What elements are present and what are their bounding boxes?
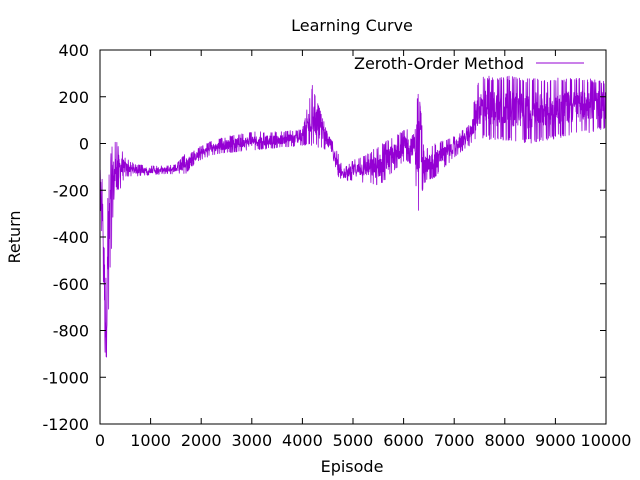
x-tick-label: 8000 (484, 431, 525, 450)
y-tick-label: -1200 (43, 415, 90, 434)
x-tick-label: 0 (95, 431, 105, 450)
legend: Zeroth-Order Method (354, 54, 584, 73)
chart-title: Learning Curve (291, 16, 413, 35)
x-tick-label: 1000 (130, 431, 171, 450)
x-tick-label: 6000 (383, 431, 424, 450)
y-axis: -1200 -1000 -800 -600 -400 -200 0 200 400 (43, 41, 606, 434)
x-tick-label: 2000 (181, 431, 222, 450)
y-tick-label: -800 (53, 322, 89, 341)
legend-label: Zeroth-Order Method (354, 54, 524, 73)
y-tick-label: -200 (53, 181, 89, 200)
y-tick-label: -600 (53, 275, 89, 294)
plot-area (99, 75, 607, 358)
x-tick-label: 10000 (581, 431, 632, 450)
y-tick-label: -1000 (43, 368, 90, 387)
x-tick-label: 5000 (333, 431, 374, 450)
series-line (99, 75, 607, 358)
x-tick-label: 9000 (535, 431, 576, 450)
plot-frame (99, 49, 607, 425)
x-axis-title: Episode (321, 457, 384, 476)
x-tick-label: 7000 (434, 431, 475, 450)
y-tick-label: 0 (79, 135, 89, 154)
x-tick-label: 4000 (282, 431, 323, 450)
y-axis-title: Return (5, 210, 24, 263)
y-tick-label: -400 (53, 228, 89, 247)
y-tick-label: 200 (58, 88, 89, 107)
x-tick-label: 3000 (231, 431, 272, 450)
y-tick-label: 400 (58, 41, 89, 60)
x-axis: 0 1000 2000 3000 4000 5000 6000 7000 8000 9000 100… (95, 50, 632, 450)
